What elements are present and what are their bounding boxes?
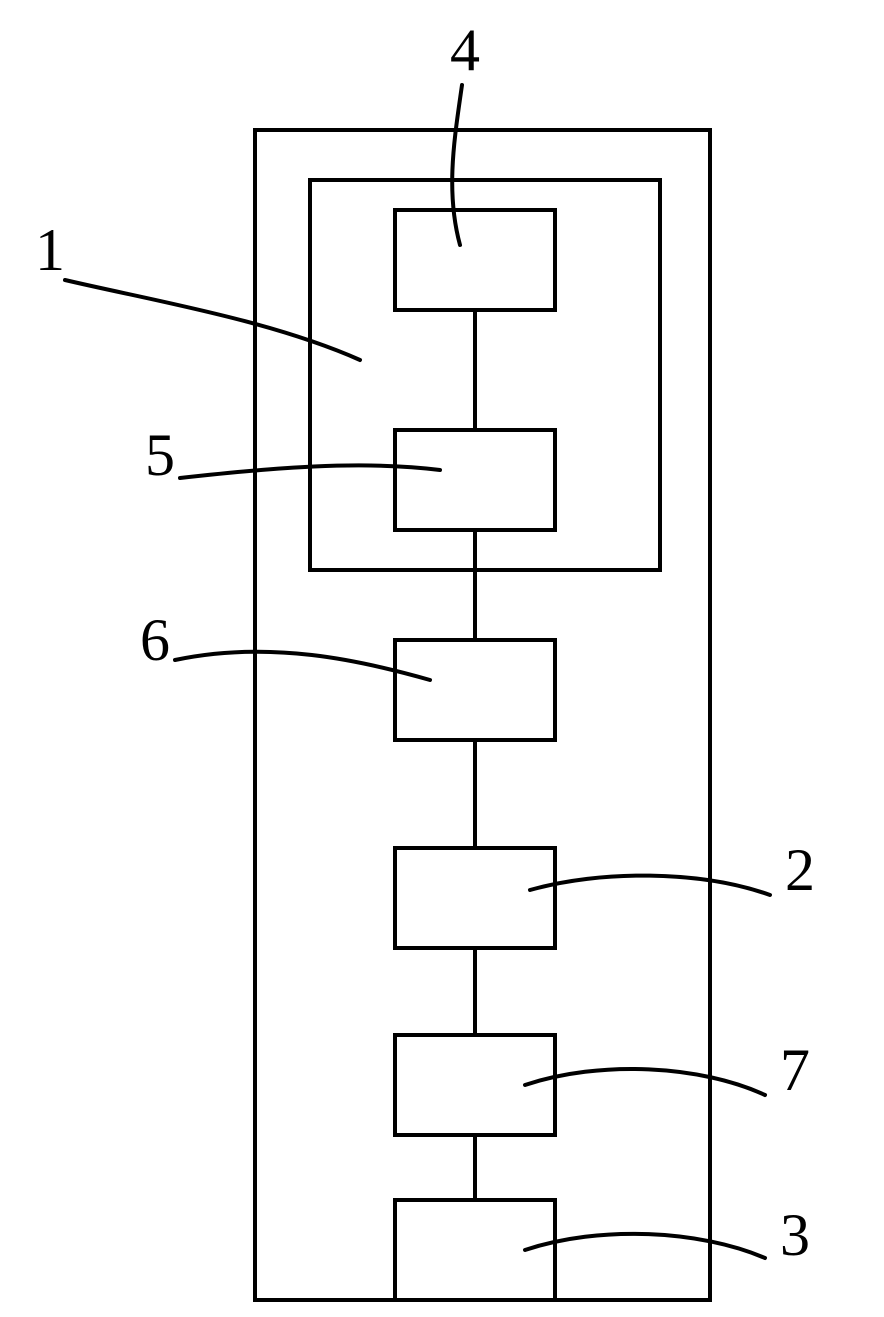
leader-7 bbox=[525, 1069, 765, 1095]
label-4: 4 bbox=[450, 17, 480, 83]
block-b6 bbox=[395, 640, 555, 740]
diagram-canvas: 4 1 5 6 2 7 3 bbox=[0, 0, 884, 1317]
block-b2 bbox=[395, 848, 555, 948]
leader-2 bbox=[530, 876, 770, 895]
leader-3 bbox=[525, 1234, 765, 1258]
label-2: 2 bbox=[785, 837, 815, 903]
leader-1 bbox=[65, 280, 360, 360]
label-6: 6 bbox=[140, 607, 170, 673]
label-3: 3 bbox=[780, 1202, 810, 1268]
leader-6 bbox=[175, 652, 430, 680]
block-b5 bbox=[395, 430, 555, 530]
label-5: 5 bbox=[145, 422, 175, 488]
label-7: 7 bbox=[780, 1037, 810, 1103]
label-1: 1 bbox=[35, 217, 65, 283]
block-b4 bbox=[395, 210, 555, 310]
